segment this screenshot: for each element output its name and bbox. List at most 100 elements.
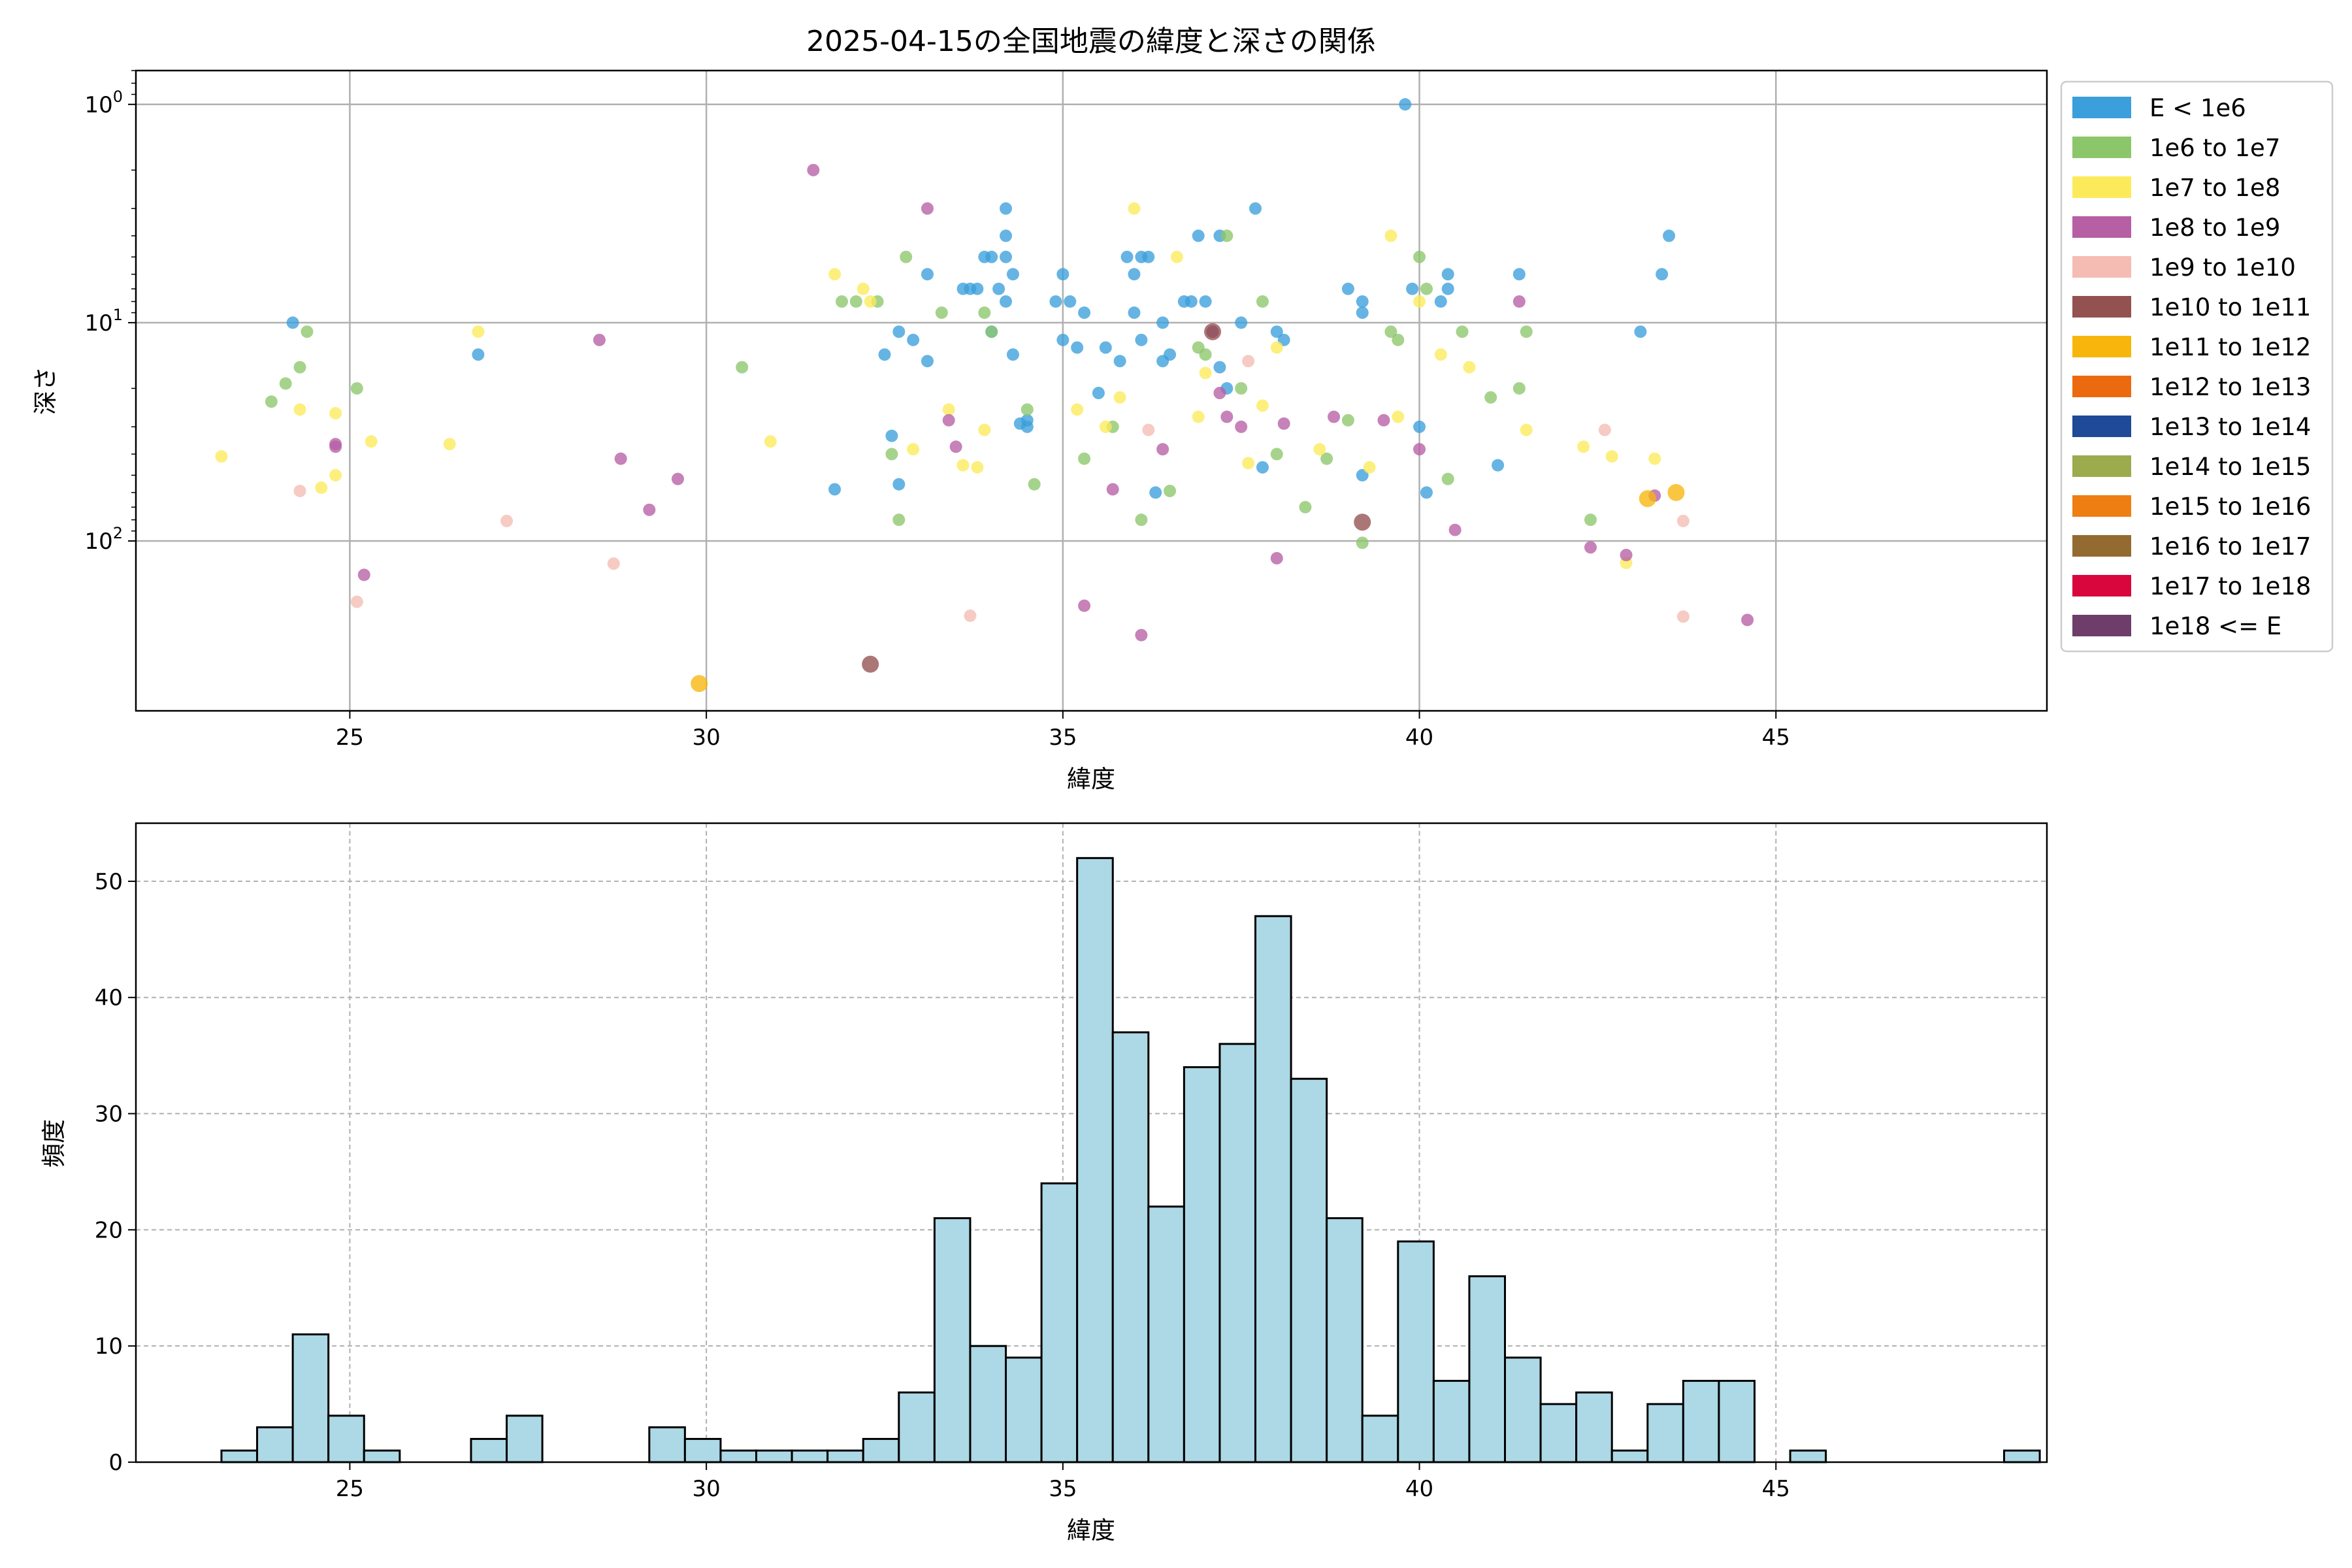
legend-label-1e15-to-1e16: 1e15 to 1e16 bbox=[2149, 493, 2311, 521]
legend-swatch-1e15-to-1e16 bbox=[2072, 495, 2131, 517]
scatter-point-1e6-to-1e7 bbox=[1256, 295, 1269, 308]
scatter-point-1e6-to-1e7 bbox=[301, 325, 314, 338]
histogram-bar bbox=[1361, 1414, 1399, 1463]
legend-label-1e10-to-1e11: 1e10 to 1e11 bbox=[2149, 293, 2311, 321]
scatter-point-1e9-to-1e10 bbox=[1676, 514, 1690, 527]
scatter-point-e-1e6 bbox=[892, 325, 906, 338]
scatter-point-1e6-to-1e7 bbox=[892, 514, 906, 527]
scatter-point-e-1e6 bbox=[1099, 341, 1112, 354]
scatter-point-e-1e6 bbox=[878, 348, 891, 361]
histogram-bar bbox=[1111, 1031, 1150, 1463]
scatter-point-1e8-to-1e9 bbox=[1620, 549, 1633, 562]
scatter-point-1e9-to-1e10 bbox=[350, 595, 363, 608]
scatter-point-1e7-to-1e8 bbox=[1099, 420, 1112, 433]
scatter-point-e-1e6 bbox=[1006, 268, 1019, 281]
scatter-point-1e8-to-1e9 bbox=[1220, 410, 1233, 423]
scatter-point-e-1e6 bbox=[1441, 282, 1454, 295]
scatter-point-1e6-to-1e7 bbox=[1392, 333, 1405, 346]
scatter-point-1e6-to-1e7 bbox=[1520, 325, 1533, 338]
scatter-legend: E < 1e6 1e6 to 1e7 1e7 to 1e8 1e8 to 1e9 1e9… bbox=[2060, 80, 2334, 653]
scatter-point-1e7-to-1e8 bbox=[1199, 367, 1212, 380]
histogram-bar bbox=[291, 1333, 330, 1463]
scatter-point-e-1e6 bbox=[1413, 420, 1426, 433]
scatter-point-e-1e6 bbox=[286, 316, 299, 329]
scatter-point-1e10-to-1e11 bbox=[1354, 514, 1371, 531]
scatter-point-1e6-to-1e7 bbox=[1384, 325, 1397, 338]
scatter-point-1e7-to-1e8 bbox=[293, 403, 306, 416]
scatter-point-e-1e6 bbox=[907, 333, 920, 346]
scatter-point-1e6-to-1e7 bbox=[1199, 348, 1212, 361]
scatter-point-1e7-to-1e8 bbox=[1605, 450, 1618, 463]
scatter-point-1e7-to-1e8 bbox=[1313, 443, 1326, 456]
scatter-panel: 25 30 35 40 45 100 101 102 緯度 深さ bbox=[31, 69, 2048, 793]
scatter-point-1e7-to-1e8 bbox=[472, 325, 485, 338]
scatter-point-1e6-to-1e7 bbox=[1413, 250, 1426, 263]
scatter-point-1e9-to-1e10 bbox=[1142, 423, 1155, 436]
scatter-point-1e8-to-1e9 bbox=[1156, 443, 1169, 456]
histogram-ticks: 25 30 35 40 45 0 10 20 30 40 50 bbox=[95, 869, 1790, 1502]
scatter-point-1e7-to-1e8 bbox=[864, 295, 877, 308]
scatter-point-e-1e6 bbox=[921, 355, 934, 368]
histogram-bar bbox=[898, 1391, 936, 1463]
scatter-x-tick-label: 40 bbox=[1405, 725, 1433, 751]
scatter-point-1e7-to-1e8 bbox=[443, 438, 456, 451]
scatter-point-1e6-to-1e7 bbox=[1235, 382, 1248, 395]
legend-swatch-e-1e6 bbox=[2072, 97, 2131, 118]
scatter-point-1e7-to-1e8 bbox=[1256, 399, 1269, 412]
scatter-point-1e7-to-1e8 bbox=[971, 461, 984, 474]
histogram-bar bbox=[363, 1449, 401, 1463]
scatter-points bbox=[215, 98, 1754, 693]
scatter-point-1e7-to-1e8 bbox=[1384, 229, 1397, 242]
scatter-point-1e7-to-1e8 bbox=[215, 450, 228, 463]
scatter-point-1e7-to-1e8 bbox=[1170, 250, 1183, 263]
scatter-point-e-1e6 bbox=[1235, 316, 1248, 329]
histogram-bar bbox=[826, 1449, 864, 1463]
scatter-point-1e8-to-1e9 bbox=[643, 503, 656, 516]
scatter-point-1e7-to-1e8 bbox=[365, 435, 378, 448]
histogram-bar bbox=[1005, 1356, 1043, 1463]
scatter-point-1e9-to-1e10 bbox=[1598, 423, 1611, 436]
scatter-title: 2025-04-15の全国地震の緯度と深さの関係 bbox=[806, 25, 1376, 58]
scatter-point-1e7-to-1e8 bbox=[1434, 348, 1447, 361]
scatter-point-1e7-to-1e8 bbox=[1520, 423, 1533, 436]
histogram-x-tick-label: 35 bbox=[1049, 1476, 1077, 1502]
scatter-point-1e8-to-1e9 bbox=[1584, 541, 1597, 554]
scatter-ticks: 25 30 35 40 45 100 101 102 bbox=[84, 70, 1790, 751]
histogram-bar bbox=[2003, 1449, 2041, 1463]
scatter-point-e-1e6 bbox=[1006, 348, 1019, 361]
histogram-bar bbox=[256, 1426, 294, 1463]
scatter-point-1e9-to-1e10 bbox=[964, 609, 977, 622]
scatter-point-1e6-to-1e7 bbox=[1078, 452, 1091, 465]
legend-swatch-1e6-to-1e7 bbox=[2072, 137, 2131, 158]
scatter-point-1e6-to-1e7 bbox=[935, 306, 948, 319]
scatter-point-1e8-to-1e9 bbox=[949, 440, 962, 453]
scatter-point-1e6-to-1e7 bbox=[849, 295, 862, 308]
histogram-bar bbox=[1432, 1380, 1471, 1463]
scatter-y-tick-label: 102 bbox=[84, 524, 123, 555]
scatter-point-1e6-to-1e7 bbox=[1270, 448, 1283, 461]
legend-swatch-1e14-to-1e15 bbox=[2072, 455, 2131, 477]
scatter-point-e-1e6 bbox=[1021, 414, 1034, 427]
scatter-y-tick-label: 101 bbox=[84, 306, 123, 336]
histogram-bar bbox=[969, 1345, 1007, 1463]
scatter-y-axis-label: 深さ bbox=[31, 367, 59, 415]
histogram-bar bbox=[648, 1426, 686, 1463]
scatter-point-1e6-to-1e7 bbox=[1356, 536, 1369, 549]
scatter-point-1e7-to-1e8 bbox=[1392, 410, 1405, 423]
histogram-x-tick-label: 45 bbox=[1762, 1476, 1790, 1502]
scatter-point-1e8-to-1e9 bbox=[807, 163, 820, 176]
scatter-point-e-1e6 bbox=[1192, 229, 1205, 242]
legend-swatch-1e12-to-1e13 bbox=[2072, 376, 2131, 397]
scatter-gridlines bbox=[136, 71, 2047, 711]
legend-swatch-1e18-e bbox=[2072, 615, 2131, 636]
scatter-point-1e7-to-1e8 bbox=[764, 435, 777, 448]
histogram-bar bbox=[1504, 1356, 1542, 1463]
scatter-point-1e6-to-1e7 bbox=[1484, 391, 1497, 404]
scatter-point-1e9-to-1e10 bbox=[1676, 610, 1690, 623]
legend-label-1e16-to-1e17: 1e16 to 1e17 bbox=[2149, 532, 2311, 561]
legend-label-1e9-to-1e10: 1e9 to 1e10 bbox=[2149, 253, 2296, 282]
legend-label-e-1e6: E < 1e6 bbox=[2149, 94, 2246, 122]
histogram-x-tick-label: 40 bbox=[1405, 1476, 1433, 1502]
histogram-bar bbox=[1682, 1380, 1720, 1463]
scatter-point-1e7-to-1e8 bbox=[857, 282, 870, 295]
